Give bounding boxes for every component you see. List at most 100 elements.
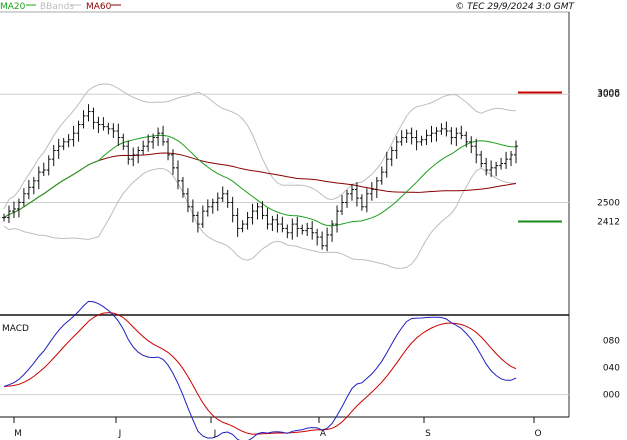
ma60-line xyxy=(3,152,517,219)
ohlc-bar xyxy=(61,137,66,151)
ohlc-bar xyxy=(51,144,56,167)
ohlc-bar xyxy=(379,166,384,185)
ohlc-bar xyxy=(374,176,379,198)
ohlc-bar xyxy=(330,220,335,242)
ohlc-bar xyxy=(16,198,21,218)
ohlc-bar xyxy=(369,182,374,201)
ohlc-bar xyxy=(76,120,81,142)
ohlc-bar xyxy=(11,201,16,219)
ohlc-bar xyxy=(474,138,479,164)
ohlc-bar xyxy=(489,160,494,177)
ohlc-bar xyxy=(449,127,454,145)
ohlc-bar xyxy=(41,162,46,177)
legend: MA20 BBands MA60 xyxy=(0,2,121,12)
ohlc-bar xyxy=(459,125,464,140)
ohlc-bar xyxy=(215,192,220,211)
ohlc-bar xyxy=(434,127,439,142)
ohlc-bar xyxy=(81,110,86,129)
ohlc-bar xyxy=(46,155,51,176)
ohlc-bar xyxy=(280,216,285,233)
ohlc-bar xyxy=(260,201,265,220)
ohlc-bar xyxy=(315,228,320,246)
ohlc-bar xyxy=(359,194,364,211)
ohlc-bar xyxy=(464,131,469,148)
ohlc-bar xyxy=(56,138,61,159)
macd-tick-040: 040 xyxy=(603,364,620,374)
legend-ma60: MA60 xyxy=(86,2,112,12)
ohlc-bar xyxy=(146,134,151,152)
ohlc-bar xyxy=(121,133,126,151)
ohlc-bar xyxy=(404,129,409,143)
ma20-line xyxy=(3,134,517,227)
ohlc-bar xyxy=(454,127,459,146)
ohlc-bar xyxy=(101,117,106,131)
ohlc-bar xyxy=(180,176,185,198)
ohlc-bar xyxy=(250,203,255,225)
ohlc-bar xyxy=(344,189,349,208)
bband-upper xyxy=(3,83,517,210)
price-tick-3000: 3000 xyxy=(597,90,620,100)
ohlc-bar xyxy=(116,123,121,146)
ohlc-bar xyxy=(479,150,484,168)
ohlc-bar xyxy=(36,166,41,190)
ohlc-bar xyxy=(161,125,166,146)
price-grid xyxy=(0,93,569,203)
ohlc-bar xyxy=(210,198,215,214)
ohlc-bar xyxy=(190,199,195,223)
ohlc-bar xyxy=(275,214,280,233)
time-tick-label: S xyxy=(425,429,431,439)
ohlc-bar xyxy=(91,107,96,130)
ohlc-bar xyxy=(96,116,101,133)
ohlc-bar xyxy=(240,220,245,233)
ohlc-bar xyxy=(300,224,305,235)
support-resistance-levels: 3008 2412 xyxy=(518,89,620,228)
ohlc-bar xyxy=(285,224,290,239)
legend-bbands: BBands xyxy=(40,2,74,12)
ohlc-bar xyxy=(419,135,424,146)
bband-lower xyxy=(3,167,517,269)
ohlc-bar xyxy=(494,161,499,177)
ohlc-bar xyxy=(335,205,340,233)
price-tick-2500: 2500 xyxy=(597,198,620,208)
ohlc-bar xyxy=(499,157,504,170)
time-tick-label: O xyxy=(534,429,541,439)
ohlc-bar xyxy=(384,151,389,178)
ohlc-bar xyxy=(429,125,434,143)
ohlc-bar xyxy=(171,149,176,175)
ohlc-bar xyxy=(364,188,369,213)
ohlc-bar xyxy=(389,146,394,167)
ohlc-bar xyxy=(6,205,11,224)
macd-tick-080: 080 xyxy=(603,336,620,346)
ohlc-bar xyxy=(484,157,489,176)
ohlc-bar xyxy=(349,183,354,201)
legend-ma20: MA20 xyxy=(0,2,26,12)
macd-lines xyxy=(3,300,517,440)
ohlc-bar xyxy=(255,202,260,220)
ohlc-bar xyxy=(424,129,429,146)
ohlc-bar xyxy=(156,127,161,146)
ohlc-bar xyxy=(185,188,190,213)
ohlc-bar xyxy=(66,134,71,148)
macd-tick-000: 000 xyxy=(603,391,620,401)
ohlc-bar xyxy=(106,122,111,135)
time-tick-label: A xyxy=(320,429,327,439)
ohlc-bar xyxy=(295,216,300,237)
time-tick-label: J xyxy=(213,429,217,439)
ohlc-bar xyxy=(509,150,514,167)
ohlc-bar xyxy=(325,227,330,252)
price-indicators xyxy=(3,83,517,269)
macd-line xyxy=(3,300,517,440)
price-axis-ticks: 3000 2500 xyxy=(597,90,620,208)
macd-axis-ticks: 080 040 000 xyxy=(603,336,620,400)
ohlc-bar xyxy=(225,189,230,208)
ohlc-bar xyxy=(175,160,180,190)
ohlc-bar xyxy=(21,188,26,207)
ohlc-bar xyxy=(136,146,141,164)
ohlc-bar xyxy=(26,179,31,200)
ohlc-bar xyxy=(151,133,156,149)
time-tick-label: M xyxy=(14,429,22,439)
time-tick-label: J xyxy=(118,429,122,439)
ohlc-bar xyxy=(514,140,518,164)
ohlc-bar xyxy=(71,125,76,147)
